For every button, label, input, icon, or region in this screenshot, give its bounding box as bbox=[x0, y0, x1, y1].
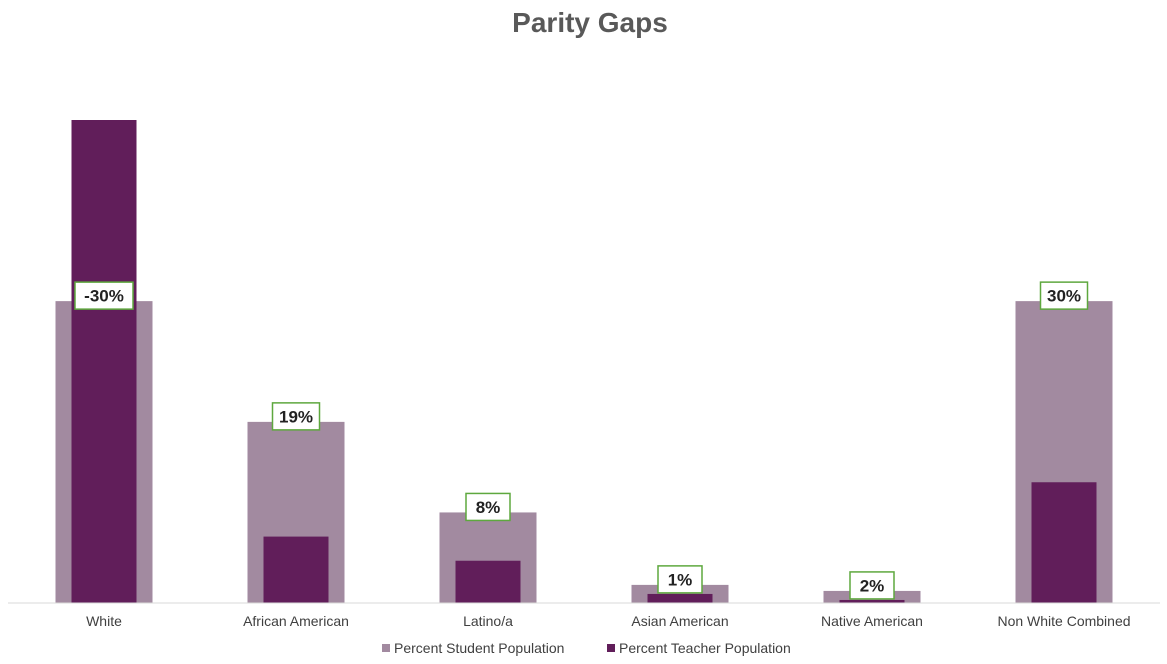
legend-label-0: Percent Student Population bbox=[394, 640, 564, 656]
student-series-group bbox=[55, 301, 1113, 603]
bar-teacher-2 bbox=[455, 560, 521, 603]
legend-swatch-0 bbox=[382, 644, 390, 652]
x-tick-label-2: Latino/a bbox=[463, 613, 513, 629]
legend: Percent Student Population Percent Teache… bbox=[382, 640, 791, 656]
teacher-series-group bbox=[71, 120, 1097, 603]
data-label-4: 2% bbox=[860, 576, 885, 595]
legend-swatch-1 bbox=[607, 644, 615, 652]
bar-teacher-3 bbox=[647, 593, 713, 603]
data-label-1: 19% bbox=[279, 407, 313, 426]
data-label-5: 30% bbox=[1047, 287, 1081, 306]
data-label-2: 8% bbox=[476, 498, 501, 517]
data-label-3: 1% bbox=[668, 570, 693, 589]
x-tick-label-3: Asian American bbox=[631, 613, 728, 629]
bar-teacher-4 bbox=[839, 599, 905, 603]
bar-teacher-0 bbox=[71, 120, 137, 603]
x-tick-labels-group: White African American Latino/a Asian Ameri… bbox=[86, 613, 1130, 629]
data-label-box-3 bbox=[657, 565, 703, 594]
data-label-box-2 bbox=[465, 492, 511, 522]
bar-teacher-5 bbox=[1031, 482, 1097, 603]
x-tick-label-5: Non White Combined bbox=[997, 613, 1130, 629]
data-label-box-4 bbox=[849, 571, 895, 600]
legend-label-1: Percent Teacher Population bbox=[619, 640, 791, 656]
data-label-box-5 bbox=[1039, 281, 1089, 310]
data-labels-group: -30% 19% 8% 1% 2% 30% bbox=[74, 281, 1089, 600]
chart-title: Parity Gaps bbox=[512, 7, 668, 38]
data-label-box-1 bbox=[271, 402, 321, 431]
data-label-0: -30% bbox=[84, 287, 124, 306]
bar-teacher-1 bbox=[263, 536, 329, 603]
x-tick-label-0: White bbox=[86, 613, 122, 629]
x-tick-label-4: Native American bbox=[821, 613, 923, 629]
data-label-box-0 bbox=[74, 281, 134, 310]
x-tick-label-1: African American bbox=[243, 613, 349, 629]
